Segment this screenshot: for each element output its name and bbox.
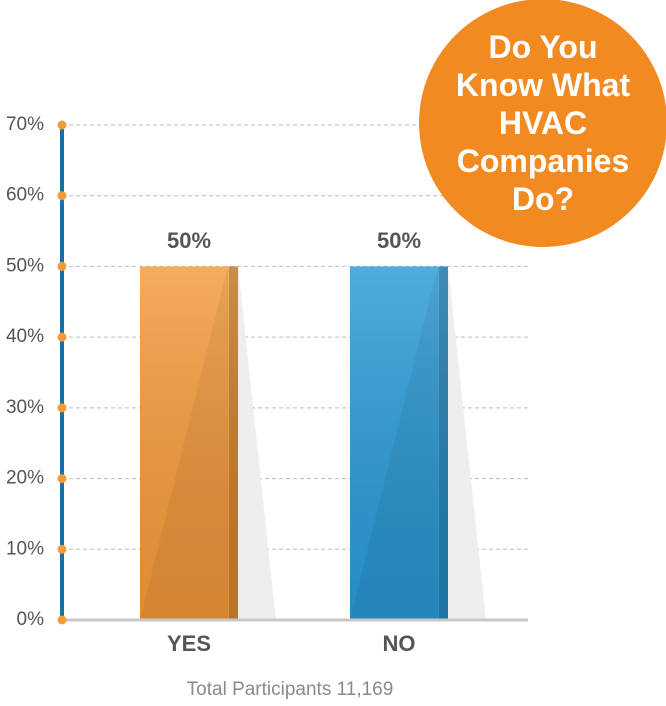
tick-dot <box>57 120 67 130</box>
y-tick-label: 60% <box>6 185 44 206</box>
x-tick-label: NO <box>383 631 416 656</box>
y-tick-label: 50% <box>6 255 44 276</box>
y-tick-label: 20% <box>6 468 44 489</box>
y-tick-label: 30% <box>6 397 44 418</box>
y-tick-label: 70% <box>6 114 44 135</box>
bar-edge <box>229 266 238 620</box>
bar-edge <box>439 266 448 620</box>
y-tick-label: 0% <box>17 609 45 630</box>
bar-shine <box>350 266 448 620</box>
y-tick-label: 10% <box>6 538 44 559</box>
tick-dot <box>57 403 67 413</box>
y-tick-label: 40% <box>6 326 44 347</box>
bar-shadow <box>238 266 276 620</box>
bar-highlight <box>350 266 438 620</box>
tick-dot <box>57 615 67 625</box>
value-label: 50% <box>167 228 211 253</box>
tick-dot <box>57 544 67 554</box>
bar-shine <box>140 266 238 620</box>
caption: Total Participants 11,169 <box>187 679 394 700</box>
chart-title: Do You Know What HVAC Companies Do? <box>455 29 631 217</box>
tick-dot <box>57 332 67 342</box>
title-badge: Do You Know What HVAC Companies Do? <box>419 0 666 247</box>
x-tick-label: YES <box>167 631 211 656</box>
bar-shadow <box>448 266 486 620</box>
tick-dot <box>57 474 67 484</box>
tick-dot <box>57 261 67 271</box>
tick-dot <box>57 191 67 201</box>
bar-highlight <box>140 266 228 620</box>
value-label: 50% <box>377 228 421 253</box>
